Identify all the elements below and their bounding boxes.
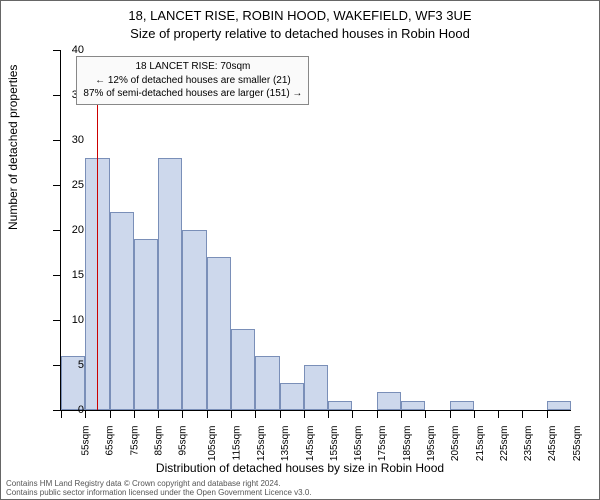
y-axis-label: Number of detached properties	[6, 65, 20, 230]
x-tick-label: 105sqm	[208, 426, 219, 462]
x-tick-label: 85sqm	[153, 426, 164, 456]
x-tick	[255, 410, 256, 418]
y-tick-label: 40	[54, 44, 84, 56]
x-tick-label: 195sqm	[426, 426, 437, 462]
property-marker-line	[97, 79, 98, 410]
histogram-bar	[231, 329, 255, 410]
x-tick	[425, 410, 426, 418]
y-tick-label: 15	[54, 269, 84, 281]
annotation-line: 87% of semi-detached houses are larger (…	[83, 87, 302, 101]
x-tick-label: 225sqm	[499, 426, 510, 462]
x-tick	[377, 410, 378, 418]
x-tick	[498, 410, 499, 418]
x-axis-label: Distribution of detached houses by size …	[0, 461, 600, 475]
x-tick	[280, 410, 281, 418]
histogram-bar	[134, 239, 158, 410]
x-tick-label: 115sqm	[231, 426, 242, 461]
x-tick	[352, 410, 353, 418]
x-tick-label: 205sqm	[450, 426, 461, 462]
x-tick-label: 185sqm	[402, 426, 413, 462]
x-tick-label: 235sqm	[523, 426, 534, 462]
x-tick-label: 125sqm	[256, 426, 267, 462]
histogram-bar	[377, 392, 401, 410]
x-tick-label: 95sqm	[178, 426, 189, 456]
x-tick	[85, 410, 86, 418]
x-tick	[547, 410, 548, 418]
y-tick-label: 10	[54, 314, 84, 326]
histogram-bar	[207, 257, 231, 410]
x-tick-label: 215sqm	[475, 426, 486, 462]
y-tick-label: 30	[54, 134, 84, 146]
x-tick-label: 245sqm	[548, 426, 559, 462]
annotation-line: 18 LANCET RISE: 70sqm	[83, 60, 302, 74]
x-tick	[134, 410, 135, 418]
annotation-line: ← 12% of detached houses are smaller (21…	[83, 74, 302, 88]
x-tick	[110, 410, 111, 418]
x-tick	[401, 410, 402, 418]
y-tick-label: 5	[54, 359, 84, 371]
footer-line1: Contains HM Land Registry data © Crown c…	[6, 479, 312, 489]
x-tick	[474, 410, 475, 418]
x-tick-label: 145sqm	[305, 426, 316, 462]
chart-supertitle: 18, LANCET RISE, ROBIN HOOD, WAKEFIELD, …	[0, 8, 600, 23]
histogram-bar	[255, 356, 279, 410]
x-tick-label: 175sqm	[378, 426, 389, 462]
x-tick	[328, 410, 329, 418]
x-tick	[158, 410, 159, 418]
histogram-bar	[110, 212, 134, 410]
x-tick-label: 255sqm	[572, 426, 583, 462]
x-tick	[450, 410, 451, 418]
histogram-bar	[280, 383, 304, 410]
x-tick	[182, 410, 183, 418]
x-tick	[207, 410, 208, 418]
x-tick-label: 155sqm	[329, 426, 340, 462]
x-tick-label: 55sqm	[81, 426, 92, 456]
y-tick-label: 25	[54, 179, 84, 191]
x-tick-label: 165sqm	[353, 426, 364, 462]
histogram-bar	[401, 401, 425, 410]
chart-title: Size of property relative to detached ho…	[0, 26, 600, 41]
footer-line2: Contains public sector information licen…	[6, 488, 312, 498]
chart-container: 18, LANCET RISE, ROBIN HOOD, WAKEFIELD, …	[0, 0, 600, 500]
y-tick-label: 20	[54, 224, 84, 236]
annotation-box: 18 LANCET RISE: 70sqm← 12% of detached h…	[76, 56, 309, 105]
histogram-bar	[182, 230, 206, 410]
footer-attribution: Contains HM Land Registry data © Crown c…	[6, 479, 312, 498]
histogram-bar	[158, 158, 182, 410]
x-tick	[304, 410, 305, 418]
x-tick-label: 65sqm	[105, 426, 116, 456]
x-tick-label: 135sqm	[280, 426, 291, 462]
x-tick	[231, 410, 232, 418]
x-tick	[522, 410, 523, 418]
x-tick-label: 75sqm	[129, 426, 140, 456]
y-tick-label: 0	[54, 404, 84, 416]
histogram-bar	[450, 401, 474, 410]
histogram-bar	[547, 401, 571, 410]
histogram-bar	[304, 365, 328, 410]
histogram-bar	[328, 401, 352, 410]
